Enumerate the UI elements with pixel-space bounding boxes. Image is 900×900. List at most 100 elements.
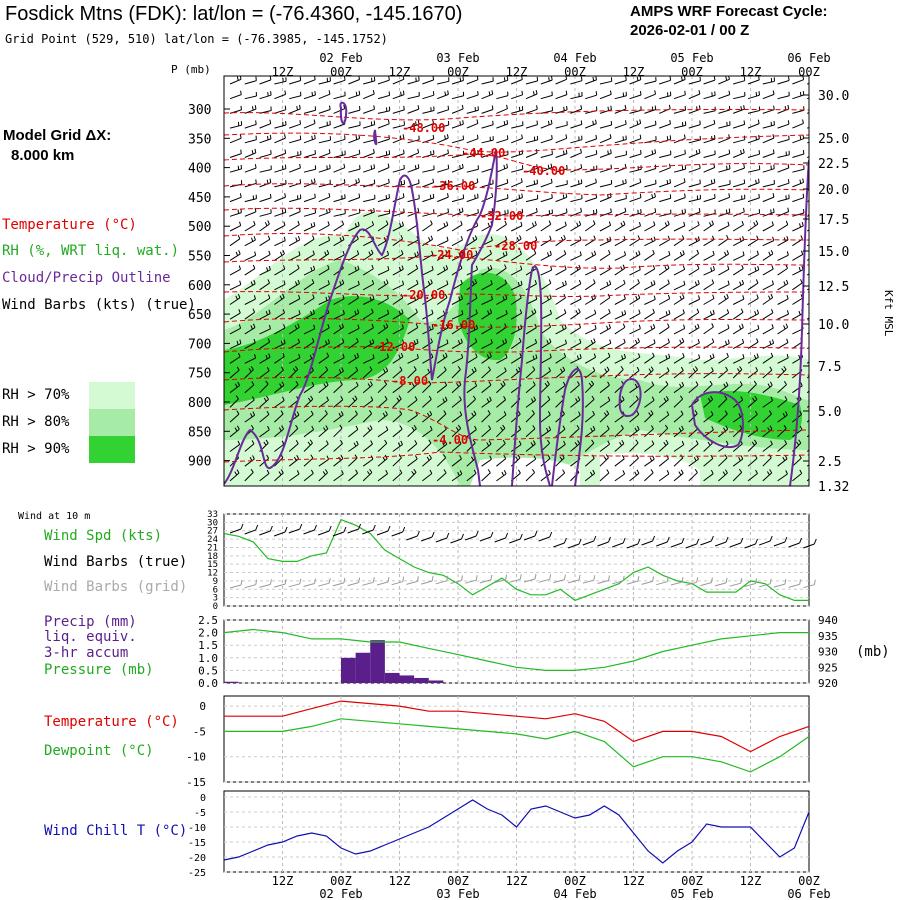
wind-barb: [762, 249, 774, 261]
wind-barb: [673, 90, 686, 100]
wind-barb: [733, 179, 746, 188]
wind-barb: [362, 295, 375, 305]
wind-barb: [511, 106, 524, 114]
wind-barb: [481, 308, 493, 320]
wind-barb: [540, 163, 553, 173]
height-tick-label: 15.0: [818, 245, 849, 260]
pressure-tick-label: 450: [188, 191, 211, 206]
wind-barb: [747, 193, 760, 203]
pressure-ytick-label: 940: [818, 614, 838, 627]
wind-barb: [348, 440, 359, 452]
wind-barb: [732, 279, 745, 291]
wind-barb: [259, 91, 272, 100]
wind-barb: [422, 380, 432, 394]
wind-barb: [333, 209, 346, 217]
wind-barb: [466, 178, 479, 188]
wind-barb: [274, 77, 287, 85]
wind-ytick-label: 12: [207, 569, 218, 579]
wind-barb: [747, 265, 760, 276]
height-tick-label: 25.0: [818, 132, 849, 147]
pressure-ytick-label: 930: [818, 646, 838, 659]
wind-barb: [377, 380, 388, 394]
pressure-tick-label: 550: [188, 250, 211, 265]
wind-barb: [644, 352, 655, 364]
wind-barb: [555, 352, 567, 364]
wind-barb: [481, 77, 494, 85]
wind-barb: [244, 279, 256, 291]
wind-barb: [614, 424, 624, 438]
rh70-swatch: [89, 382, 135, 409]
wind-barb: [555, 134, 568, 144]
wind-barb: [481, 425, 492, 438]
wind-barb: [259, 366, 270, 379]
wind-barb: [703, 279, 715, 291]
wind-barb: [555, 149, 568, 158]
wind-barb: [422, 294, 434, 305]
wind-barb: [481, 339, 493, 350]
wind-barb: [599, 454, 609, 467]
wind-barb: [229, 440, 241, 452]
wind-barb: [466, 366, 477, 379]
wind-barb: [392, 164, 405, 173]
wind-barb-grid: [567, 574, 581, 584]
height-tick-label: 1.32: [818, 480, 849, 495]
wind-barb: [348, 337, 359, 350]
wind-barb: [392, 250, 404, 261]
wind-barb: [496, 250, 508, 261]
wind-barb: [244, 381, 255, 394]
wind-barb: [644, 249, 655, 261]
wind-barb-true: [406, 530, 420, 541]
wind-barb: [377, 279, 389, 291]
wind-barb-grid: [670, 576, 684, 586]
wind-barb: [392, 121, 405, 129]
wind-barb: [673, 294, 685, 305]
wind-barb: [244, 164, 257, 173]
wind-barb: [422, 425, 433, 438]
wind-barb: [303, 381, 315, 394]
wind-barb: [555, 309, 567, 320]
wind-barb-true: [288, 523, 303, 534]
wind-barb: [762, 265, 774, 276]
wind-barb: [540, 380, 550, 394]
wind-barb: [274, 280, 286, 291]
wind-barb: [407, 468, 417, 482]
wind-barb: [747, 150, 761, 158]
wind-barb: [703, 119, 716, 129]
wind-barb: [644, 425, 654, 438]
wind-barb: [451, 150, 465, 158]
wind-barb: [585, 119, 597, 129]
pressure-line: [223, 628, 809, 672]
wind-barb: [244, 251, 257, 261]
wind-barb: [762, 280, 774, 291]
wind-barbs-grid-label: Wind Barbs (grid): [44, 579, 188, 595]
wind-barb: [466, 165, 479, 173]
wind-barb: [747, 439, 758, 452]
wind-barb-true: [494, 532, 509, 543]
wind-barb: [599, 134, 612, 144]
wind-barb: [451, 76, 464, 85]
wind-barb: [466, 395, 476, 408]
wind-barb-grid: [700, 577, 713, 587]
wind-barb: [777, 310, 789, 320]
wind-barb: [496, 235, 508, 247]
wind-barb: [259, 410, 270, 423]
wind-barb: [318, 440, 329, 452]
wind-barb: [733, 120, 746, 129]
wind-barb: [407, 164, 420, 173]
wind-barb: [762, 352, 774, 364]
wind-barb: [570, 91, 583, 100]
wind-barb: [348, 134, 361, 144]
wind-barb: [362, 323, 374, 335]
wind-barb: [777, 76, 790, 85]
precip-bar: [384, 672, 400, 683]
wind-barb: [392, 280, 405, 291]
wind-barb: [348, 250, 360, 261]
wind-barb: [644, 396, 655, 408]
wind-barb: [644, 221, 656, 232]
wind-barb: [496, 338, 508, 350]
wind-barb: [333, 470, 344, 482]
wind-barb: [348, 221, 360, 232]
bottom-day-label: 02 Feb: [319, 887, 362, 900]
wind-barb: [599, 249, 611, 261]
